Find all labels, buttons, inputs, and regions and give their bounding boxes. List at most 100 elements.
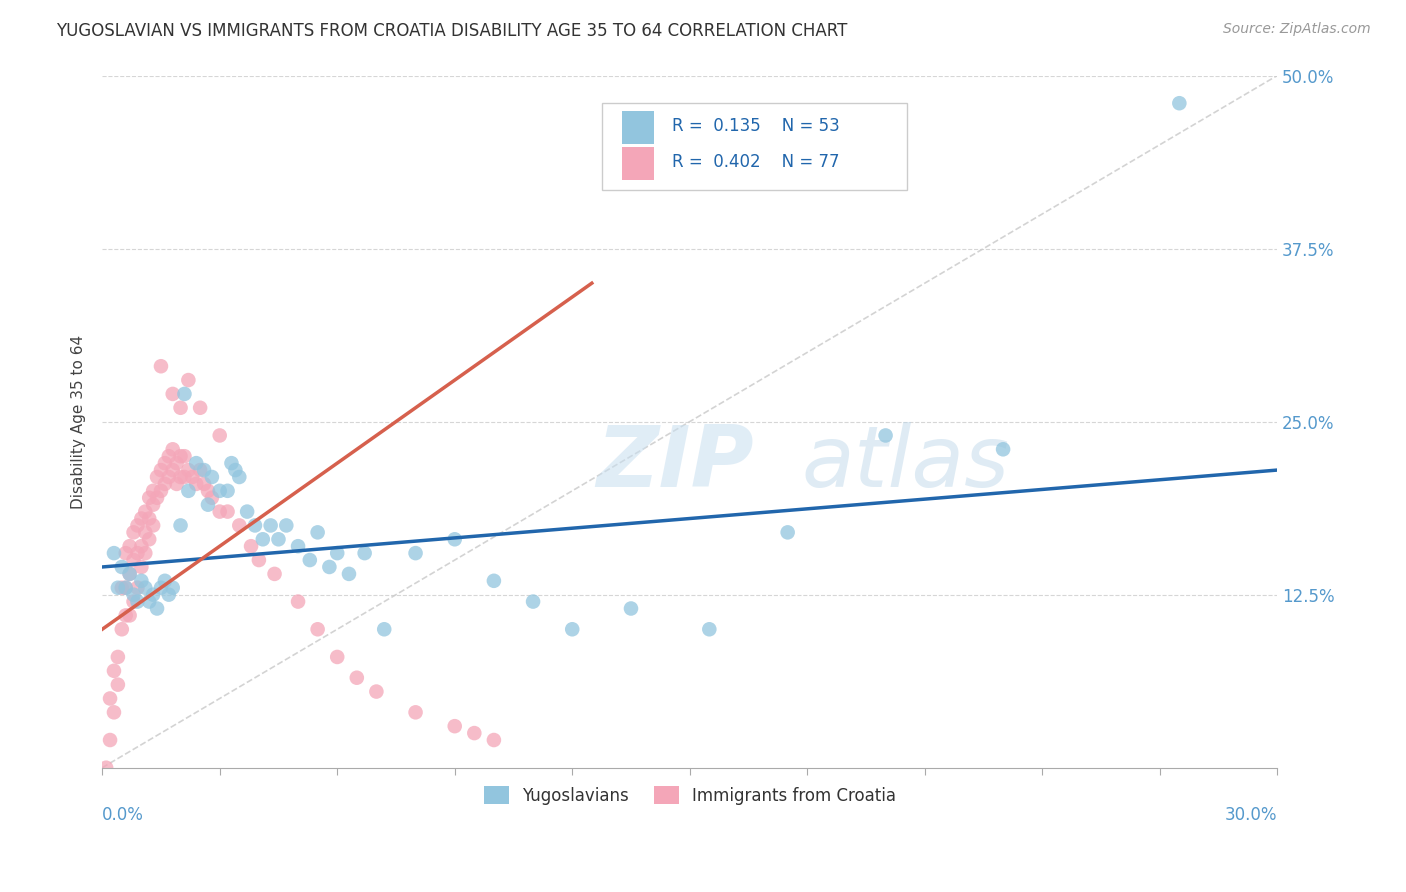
FancyBboxPatch shape — [621, 111, 654, 144]
Point — [173, 470, 195, 484]
Point — [122, 588, 145, 602]
Text: R =  0.135    N = 53: R = 0.135 N = 53 — [672, 117, 839, 135]
Text: R =  0.402    N = 77: R = 0.402 N = 77 — [672, 153, 839, 170]
Text: Source: ZipAtlas.com: Source: ZipAtlas.com — [1223, 22, 1371, 37]
Point — [142, 483, 165, 498]
Point — [153, 574, 176, 588]
Point — [522, 594, 544, 608]
Point — [138, 533, 160, 547]
Point — [131, 511, 153, 525]
Point — [337, 566, 360, 581]
Point — [482, 574, 505, 588]
Point — [181, 470, 204, 484]
FancyBboxPatch shape — [621, 147, 654, 180]
Point — [111, 560, 134, 574]
Point — [122, 525, 145, 540]
Point — [166, 456, 188, 470]
Text: YUGOSLAVIAN VS IMMIGRANTS FROM CROATIA DISABILITY AGE 35 TO 64 CORRELATION CHART: YUGOSLAVIAN VS IMMIGRANTS FROM CROATIA D… — [56, 22, 848, 40]
Point — [217, 483, 239, 498]
Point — [224, 463, 246, 477]
Point — [247, 553, 270, 567]
Point — [166, 476, 188, 491]
Point — [186, 476, 208, 491]
Point — [405, 706, 427, 720]
Point — [127, 546, 149, 560]
Point — [208, 505, 231, 519]
Point — [142, 518, 165, 533]
Point — [188, 463, 211, 477]
Point — [443, 533, 465, 547]
Point — [94, 761, 117, 775]
Point — [875, 428, 897, 442]
Point — [307, 525, 329, 540]
Point — [353, 546, 375, 560]
Point — [169, 518, 191, 533]
Point — [149, 359, 172, 374]
Point — [127, 518, 149, 533]
Point — [114, 546, 136, 560]
Point — [620, 601, 643, 615]
Point — [991, 442, 1014, 457]
Point — [157, 470, 180, 484]
Point — [1168, 96, 1191, 111]
Point — [122, 594, 145, 608]
Point — [162, 463, 184, 477]
Text: ZIP: ZIP — [596, 422, 754, 505]
Point — [228, 470, 250, 484]
Point — [318, 560, 340, 574]
Point — [252, 533, 274, 547]
Point — [177, 483, 200, 498]
Point — [307, 622, 329, 636]
Point — [138, 511, 160, 525]
Point — [169, 401, 191, 415]
Point — [138, 491, 160, 505]
Point — [142, 588, 165, 602]
Point — [138, 594, 160, 608]
Point — [177, 373, 200, 387]
Point — [776, 525, 799, 540]
Point — [111, 581, 134, 595]
Point — [118, 608, 141, 623]
Point — [162, 581, 184, 595]
Point — [201, 470, 224, 484]
Point — [146, 601, 169, 615]
Point — [149, 483, 172, 498]
Point — [134, 505, 156, 519]
Text: atlas: atlas — [801, 422, 1010, 505]
Point — [153, 456, 176, 470]
Point — [228, 518, 250, 533]
Point — [173, 387, 195, 401]
Point — [103, 664, 125, 678]
Point — [98, 733, 121, 747]
Point — [118, 566, 141, 581]
Point — [287, 594, 309, 608]
FancyBboxPatch shape — [602, 103, 907, 190]
Point — [149, 581, 172, 595]
Point — [118, 566, 141, 581]
Point — [463, 726, 485, 740]
Point — [298, 553, 321, 567]
Point — [134, 525, 156, 540]
Point — [103, 706, 125, 720]
Point — [186, 456, 208, 470]
Point — [162, 387, 184, 401]
Point — [149, 463, 172, 477]
Point — [142, 498, 165, 512]
Point — [243, 518, 266, 533]
Point — [287, 539, 309, 553]
Point — [373, 622, 395, 636]
Point — [122, 553, 145, 567]
Point — [263, 566, 285, 581]
Point — [131, 539, 153, 553]
Point — [146, 470, 169, 484]
Point — [366, 684, 388, 698]
Point — [107, 678, 129, 692]
Point — [326, 649, 349, 664]
Point — [259, 518, 281, 533]
Point — [131, 574, 153, 588]
Point — [699, 622, 721, 636]
Point — [482, 733, 505, 747]
Point — [208, 428, 231, 442]
Point — [177, 463, 200, 477]
Point — [131, 560, 153, 574]
